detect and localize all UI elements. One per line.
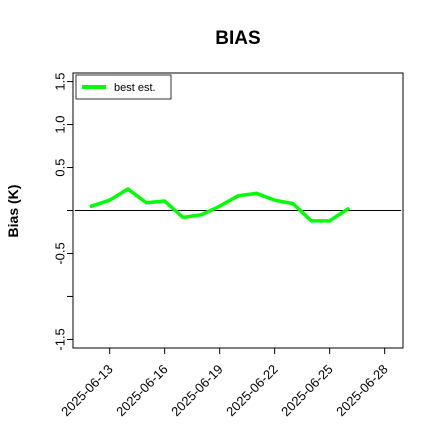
x-tick-label: 2025-06-19 <box>168 362 226 420</box>
data-point <box>310 219 313 223</box>
y-tick-label: 1.5 <box>53 73 68 91</box>
y-tick-label: 1.0 <box>53 116 68 134</box>
data-point <box>200 213 203 216</box>
x-tick-label: 2025-06-22 <box>223 362 281 420</box>
y-tick-label: -1.5 <box>53 328 68 350</box>
x-tick-label: 2025-06-25 <box>278 362 336 420</box>
data-point <box>346 207 350 210</box>
data-point <box>328 219 331 223</box>
y-tick-label: 0.5 <box>53 158 68 176</box>
data-point <box>236 194 240 198</box>
data-point <box>291 202 295 205</box>
y-axis-label: Bias (K) <box>5 185 21 238</box>
chart-title: BIAS <box>215 28 260 49</box>
data-point <box>273 198 276 202</box>
series-line-best-est <box>89 187 350 223</box>
legend: best est. <box>75 74 172 100</box>
legend-label: best est. <box>114 82 156 94</box>
data-point <box>145 201 148 204</box>
y-tick-label: -0.5 <box>53 242 68 264</box>
data-point <box>108 198 111 202</box>
data-point <box>218 205 221 208</box>
data-point <box>181 216 185 219</box>
data-point <box>163 199 166 203</box>
data-point <box>255 192 258 195</box>
x-tick-label: 2025-06-28 <box>333 362 391 420</box>
data-point <box>126 187 130 191</box>
x-tick-label: 2025-06-13 <box>58 362 116 420</box>
data-point <box>90 205 93 208</box>
x-tick-label: 2025-06-16 <box>113 362 171 420</box>
